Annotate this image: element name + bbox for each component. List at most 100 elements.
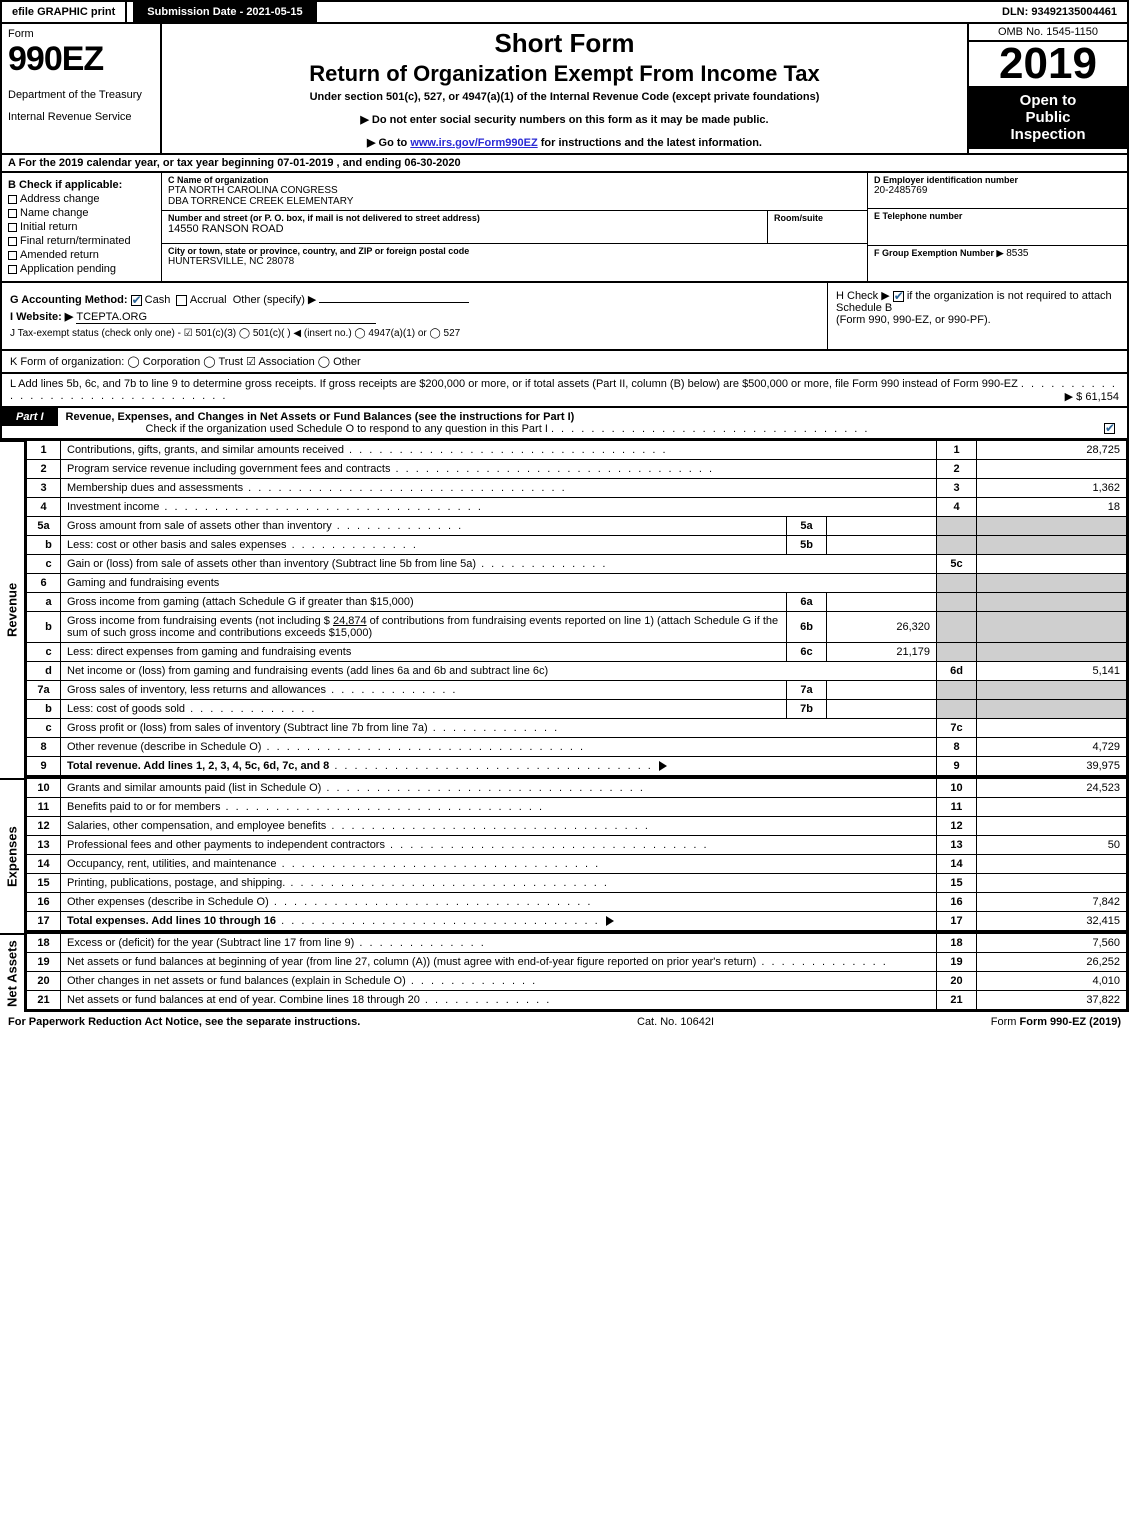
line-6d: d Net income or (loss) from gaming and f… — [27, 662, 1127, 681]
shade-cell — [937, 612, 977, 643]
phone-label: E Telephone number — [874, 211, 1121, 221]
line-desc: Less: cost or other basis and sales expe… — [61, 536, 787, 555]
check-amended-return[interactable]: Amended return — [8, 249, 155, 261]
line-amount — [977, 874, 1127, 893]
line-g: G Accounting Method: Cash Accrual Other … — [10, 293, 819, 306]
ein-label: D Employer identification number — [874, 175, 1121, 185]
irs-link[interactable]: www.irs.gov/Form990EZ — [410, 137, 537, 149]
line-num: a — [27, 593, 61, 612]
line-desc: Gaming and fundraising events — [61, 574, 937, 593]
line-desc: Contributions, gifts, grants, and simila… — [61, 441, 937, 460]
check-accrual[interactable] — [176, 295, 187, 306]
line-inval — [827, 681, 937, 700]
check-address-change[interactable]: Address change — [8, 193, 155, 205]
open-line1: Open to — [971, 92, 1125, 109]
line-desc: Net assets or fund balances at beginning… — [61, 953, 937, 972]
line-innum: 5b — [787, 536, 827, 555]
check-schedule-b[interactable] — [893, 291, 904, 302]
check-application-pending[interactable]: Application pending — [8, 263, 155, 275]
open-line2: Public — [971, 109, 1125, 126]
revenue-table: 1 Contributions, gifts, grants, and simi… — [26, 440, 1127, 776]
line-7b: b Less: cost of goods sold 7b — [27, 700, 1127, 719]
line-19: 19 Net assets or fund balances at beginn… — [27, 953, 1127, 972]
line-k: K Form of organization: ◯ Corporation ◯ … — [0, 351, 1129, 374]
line-num: 17 — [27, 912, 61, 931]
other-specify-field[interactable] — [319, 302, 469, 303]
check-name-change[interactable]: Name change — [8, 207, 155, 219]
header-center: Short Form Return of Organization Exempt… — [162, 24, 967, 153]
street-row: Number and street (or P. O. box, if mail… — [162, 211, 867, 244]
line-innum: 7a — [787, 681, 827, 700]
line-4: 4 Investment income 4 18 — [27, 498, 1127, 517]
check-label: Application pending — [20, 263, 116, 275]
check-final-return[interactable]: Final return/terminated — [8, 235, 155, 247]
goto-post: for instructions and the latest informat… — [538, 137, 762, 149]
check-o-text: Check if the organization used Schedule … — [146, 423, 548, 435]
line-num: 19 — [27, 953, 61, 972]
group-exemption-value: 8535 — [1006, 248, 1028, 259]
part1-check-o-note: Check if the organization used Schedule … — [66, 423, 870, 435]
fundraising-contrib-value: 24,874 — [333, 615, 367, 627]
line-6: 6 Gaming and fundraising events — [27, 574, 1127, 593]
line-rnum: 8 — [937, 738, 977, 757]
other-label: Other (specify) ▶ — [233, 294, 317, 306]
topbar-left: efile GRAPHIC print Submission Date - 20… — [2, 2, 317, 22]
line-15: 15 Printing, publications, postage, and … — [27, 874, 1127, 893]
efile-print-button[interactable]: efile GRAPHIC print — [2, 2, 127, 22]
line-rnum: 6d — [937, 662, 977, 681]
check-schedule-o[interactable] — [1104, 423, 1115, 434]
line-num: 12 — [27, 817, 61, 836]
return-title: Return of Organization Exempt From Incom… — [170, 61, 959, 87]
line-9: 9 Total revenue. Add lines 1, 2, 3, 4, 5… — [27, 757, 1127, 776]
line-rnum: 13 — [937, 836, 977, 855]
group-exemption-cell: F Group Exemption Number ▶ 8535 — [868, 246, 1127, 281]
expenses-section: Expenses 10 Grants and similar amounts p… — [0, 778, 1129, 933]
revenue-section: Revenue 1 Contributions, gifts, grants, … — [0, 440, 1129, 778]
line-rnum: 3 — [937, 479, 977, 498]
part1-title: Revenue, Expenses, and Changes in Net As… — [58, 408, 1127, 438]
shade-cell — [977, 612, 1127, 643]
line-21: 21 Net assets or fund balances at end of… — [27, 991, 1127, 1010]
revenue-side-label: Revenue — [0, 440, 26, 778]
gh-block: G Accounting Method: Cash Accrual Other … — [0, 283, 1129, 351]
part1-badge: Part I — [2, 408, 58, 426]
line-amount: 32,415 — [977, 912, 1127, 931]
line-desc: Total expenses. Add lines 10 through 16 — [61, 912, 937, 931]
line-num: 3 — [27, 479, 61, 498]
line-desc: Total revenue. Add lines 1, 2, 3, 4, 5c,… — [61, 757, 937, 776]
street-value: 14550 RANSON ROAD — [168, 223, 761, 235]
line-inval: 26,320 — [827, 612, 937, 643]
line-inval — [827, 536, 937, 555]
tax-year: 2019 — [969, 42, 1127, 86]
line-num: 4 — [27, 498, 61, 517]
submission-date-button[interactable]: Submission Date - 2021-05-15 — [133, 2, 316, 22]
line-num: 2 — [27, 460, 61, 479]
line-amount: 1,362 — [977, 479, 1127, 498]
line-num: b — [27, 612, 61, 643]
check-initial-return[interactable]: Initial return — [8, 221, 155, 233]
line-inval — [827, 593, 937, 612]
arrow-icon — [659, 761, 667, 771]
shade-cell — [977, 536, 1127, 555]
line-j: J Tax-exempt status (check only one) - ☑… — [10, 328, 819, 339]
open-public-badge: Open to Public Inspection — [969, 86, 1127, 149]
col-c: C Name of organization PTA NORTH CAROLIN… — [162, 173, 867, 281]
part1-header-row: Part I Revenue, Expenses, and Changes in… — [0, 408, 1129, 440]
line-desc: Less: cost of goods sold — [61, 700, 787, 719]
line-desc: Investment income — [61, 498, 937, 517]
dept-irs: Internal Revenue Service — [8, 111, 154, 123]
check-cash[interactable] — [131, 295, 142, 306]
footer-left: For Paperwork Reduction Act Notice, see … — [8, 1016, 360, 1028]
shade-cell — [937, 517, 977, 536]
check-label: Amended return — [20, 249, 99, 261]
netassets-section: Net Assets 18 Excess or (deficit) for th… — [0, 933, 1129, 1012]
line-6c: c Less: direct expenses from gaming and … — [27, 643, 1127, 662]
line-5a: 5a Gross amount from sale of assets othe… — [27, 517, 1127, 536]
shade-cell — [937, 574, 977, 593]
line-h-pre: H Check ▶ — [836, 290, 890, 302]
arrow-icon — [606, 916, 614, 926]
line-desc: Gain or (loss) from sale of assets other… — [61, 555, 937, 574]
netassets-side-label: Net Assets — [0, 933, 26, 1012]
line-innum: 7b — [787, 700, 827, 719]
line-innum: 5a — [787, 517, 827, 536]
